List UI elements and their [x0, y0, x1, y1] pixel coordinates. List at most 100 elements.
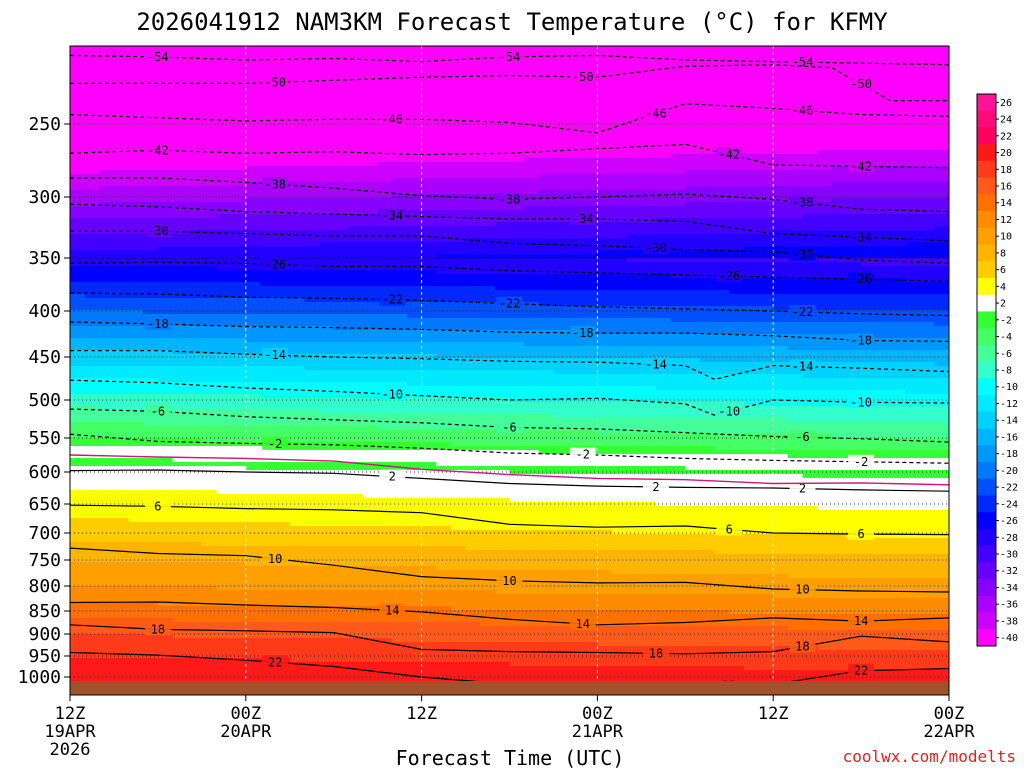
temperature-cell — [113, 474, 130, 479]
temperature-cell — [480, 122, 496, 127]
temperature-cell — [377, 106, 393, 111]
temperature-cell — [348, 410, 364, 415]
temperature-cell — [231, 238, 247, 243]
temperature-cell — [172, 246, 188, 251]
temperature-cell — [172, 146, 188, 151]
temperature-cell — [84, 590, 100, 595]
temperature-cell — [128, 194, 144, 199]
temperature-cell — [99, 386, 115, 391]
temperature-cell — [319, 294, 335, 299]
temperature-cell — [84, 162, 100, 167]
temperature-cell — [392, 190, 408, 195]
temperature-cell — [113, 658, 130, 663]
temperature-cell — [421, 662, 437, 667]
temperature-cell — [348, 622, 364, 627]
temperature-cell — [304, 110, 320, 115]
temperature-cell — [275, 194, 291, 199]
temperature-cell — [392, 442, 408, 447]
temperature-cell — [99, 638, 115, 643]
temperature-cell — [128, 382, 144, 387]
temperature-cell — [436, 178, 452, 183]
temperature-cell — [333, 298, 349, 303]
temperature-cell — [187, 326, 203, 331]
temperature-cell — [289, 514, 305, 519]
temperature-cell — [187, 142, 203, 147]
temperature-cell — [465, 678, 481, 683]
temperature-cell — [216, 230, 232, 235]
temperature-cell — [172, 610, 188, 615]
temperature-cell — [421, 94, 437, 99]
temperature-cell — [377, 306, 393, 311]
temperature-cell — [289, 666, 305, 671]
temperature-cell — [201, 398, 218, 403]
temperature-cell — [113, 270, 130, 275]
temperature-cell — [421, 346, 437, 351]
temperature-cell — [450, 666, 467, 671]
temperature-cell — [260, 486, 276, 491]
temperature-cell — [70, 482, 86, 487]
temperature-cell — [406, 586, 423, 591]
temperature-cell — [187, 346, 203, 351]
temperature-cell — [304, 586, 320, 591]
temperature-cell — [275, 202, 291, 207]
temperature-cell — [128, 606, 144, 611]
temperature-cell — [187, 330, 203, 335]
temperature-cell — [450, 198, 467, 203]
temperature-cell — [70, 454, 86, 459]
temperature-cell — [275, 298, 291, 303]
temperature-cell — [70, 130, 86, 135]
temperature-cell — [319, 342, 335, 347]
temperature-cell — [70, 598, 86, 603]
temperature-cell — [157, 634, 174, 639]
temperature-cell — [201, 154, 218, 159]
temperature-cell — [231, 314, 247, 319]
temperature-cell — [187, 98, 203, 103]
temperature-cell — [172, 298, 188, 303]
temperature-cell — [509, 246, 525, 251]
temperature-cell — [84, 134, 100, 139]
temperature-cell — [509, 254, 525, 259]
temperature-cell — [245, 466, 262, 471]
temperature-cell — [436, 426, 452, 431]
temperature-cell — [216, 314, 232, 319]
temperature-cell — [172, 474, 188, 479]
temperature-cell — [304, 350, 320, 355]
temperature-cell — [436, 342, 452, 347]
temperature-cell — [70, 606, 86, 611]
temperature-cell — [406, 478, 423, 483]
temperature-cell — [289, 430, 305, 435]
temperature-cell — [304, 374, 320, 379]
temperature-cell — [187, 358, 203, 363]
chart-title: 2026041912 NAM3KM Forecast Temperature (… — [136, 8, 888, 36]
temperature-cell — [509, 78, 525, 83]
temperature-cell — [70, 126, 86, 131]
temperature-cell — [113, 330, 130, 335]
temperature-cell — [465, 330, 481, 335]
temperature-cell — [465, 662, 481, 667]
temperature-cell — [260, 590, 276, 595]
temperature-cell — [348, 358, 364, 363]
temperature-cell — [465, 342, 481, 347]
temperature-cell — [70, 630, 86, 635]
temperature-cell — [70, 506, 86, 511]
temperature-cell — [231, 498, 247, 503]
temperature-cell — [70, 594, 86, 599]
temperature-cell — [392, 82, 408, 87]
temperature-cell — [289, 350, 305, 355]
temperature-cell — [84, 542, 100, 547]
temperature-cell — [157, 202, 174, 207]
temperature-cell — [450, 526, 467, 531]
temperature-cell — [70, 214, 86, 219]
temperature-cell — [465, 534, 481, 539]
temperature-cell — [304, 250, 320, 255]
temperature-cell — [494, 478, 511, 483]
temperature-cell — [70, 282, 86, 287]
temperature-cell — [333, 626, 349, 631]
temperature-cell — [494, 150, 511, 155]
temperature-cell — [377, 594, 393, 599]
temperature-cell — [494, 178, 511, 183]
temperature-cell — [143, 70, 159, 75]
temperature-cell — [480, 126, 496, 131]
temperature-cell — [304, 410, 320, 415]
temperature-cell — [436, 622, 452, 627]
